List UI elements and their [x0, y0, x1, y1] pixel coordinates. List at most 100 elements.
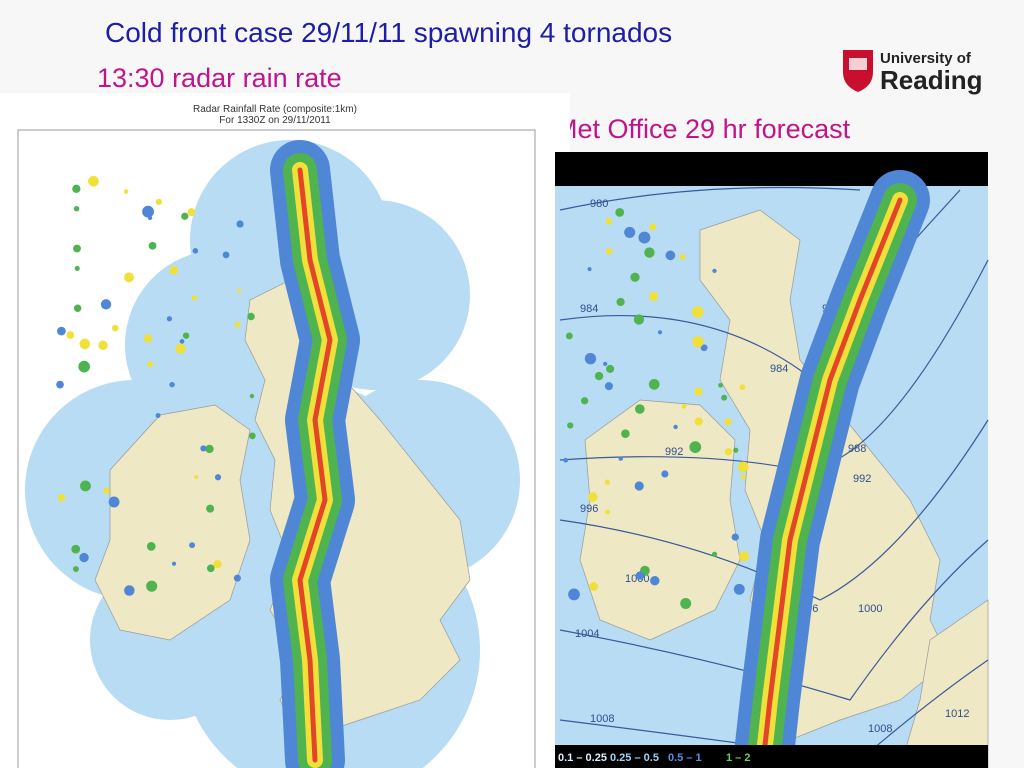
shower	[79, 338, 91, 350]
legend-bar	[555, 745, 988, 768]
isobar	[559, 539, 989, 701]
shower	[74, 265, 80, 271]
logo: University of Reading	[843, 50, 983, 95]
shower	[589, 582, 599, 591]
image-title: For 1330Z on 29/11/2011	[219, 115, 331, 126]
shower	[123, 189, 129, 194]
legend-label: 0.25 – 0.5	[610, 752, 659, 764]
logo-text: University of	[880, 50, 972, 67]
shower	[124, 272, 134, 283]
shower	[603, 361, 608, 366]
shower	[606, 364, 615, 373]
shower	[142, 205, 154, 218]
shower	[182, 332, 190, 339]
shower	[563, 457, 569, 463]
shower	[79, 552, 89, 563]
shower	[721, 394, 728, 401]
isobar-label: 1012	[945, 708, 969, 720]
logo-shield-detail	[849, 58, 867, 70]
shower	[146, 542, 156, 551]
shower	[689, 441, 702, 453]
shower	[649, 292, 659, 302]
shower	[143, 334, 153, 343]
isobar-label: 992	[853, 473, 871, 485]
isobar-label: 980	[590, 198, 608, 210]
shower	[200, 445, 207, 452]
panel-caption: Met Office 29 hr forecast	[555, 114, 851, 144]
shower	[179, 339, 185, 344]
shower	[605, 509, 611, 515]
shower	[108, 496, 120, 508]
shower	[681, 403, 687, 409]
shower	[739, 551, 750, 562]
shower	[73, 205, 80, 212]
shower	[57, 493, 66, 502]
shower	[248, 432, 256, 440]
isobar	[559, 186, 861, 211]
isobar	[559, 419, 989, 601]
shower	[580, 397, 589, 405]
shower	[155, 413, 161, 418]
europe	[899, 599, 989, 768]
shower	[694, 417, 703, 426]
image-title: Radar Rainfall Rate (composite:1km)	[193, 104, 357, 115]
shower	[103, 487, 110, 494]
shower	[634, 481, 644, 491]
shower	[100, 299, 112, 310]
isobar-label: 988	[848, 443, 866, 455]
shower	[630, 272, 640, 282]
shower	[80, 480, 91, 492]
shower	[206, 504, 215, 513]
shower	[724, 448, 732, 456]
shower	[661, 470, 669, 478]
shower	[679, 254, 686, 261]
shower	[171, 561, 177, 566]
shower	[73, 244, 81, 253]
isobar-label: 984	[580, 303, 598, 315]
shower	[169, 381, 175, 388]
shower	[680, 598, 692, 610]
shower	[169, 266, 179, 275]
shower	[621, 429, 630, 438]
shower	[66, 331, 75, 339]
shower	[124, 585, 135, 596]
shower	[604, 382, 613, 391]
shower	[691, 306, 704, 318]
shower	[588, 492, 598, 502]
radar-image: Radar Rainfall Rate (composite:1km) For …	[0, 93, 570, 768]
shower	[635, 571, 645, 580]
shower	[166, 316, 173, 322]
shower	[73, 304, 82, 312]
shower	[618, 456, 624, 461]
shower	[192, 248, 199, 254]
shower	[567, 422, 574, 429]
shower	[737, 461, 749, 473]
shower	[206, 564, 215, 573]
shower	[247, 312, 255, 321]
legend: 0.1 – 0.25 0.25 – 0.5 0.5 – 1 1 – 2	[558, 752, 750, 764]
shower	[657, 330, 663, 335]
shower	[72, 566, 79, 572]
shower	[71, 544, 81, 554]
shower	[724, 418, 732, 426]
shower	[604, 479, 610, 485]
shower	[605, 218, 613, 225]
shower	[616, 297, 625, 307]
shower	[565, 332, 573, 340]
isobar-label: 1000	[858, 603, 882, 615]
shower	[146, 580, 158, 592]
shower	[700, 344, 708, 352]
shower	[72, 184, 81, 193]
shower	[111, 324, 119, 332]
shower	[740, 474, 746, 480]
shower	[673, 424, 678, 430]
isobar-label: 1008	[868, 723, 892, 735]
rain-band	[56, 140, 360, 768]
shower	[237, 288, 242, 294]
shower	[635, 404, 645, 414]
shower	[638, 231, 651, 244]
shower	[205, 444, 214, 454]
shower	[155, 198, 162, 205]
